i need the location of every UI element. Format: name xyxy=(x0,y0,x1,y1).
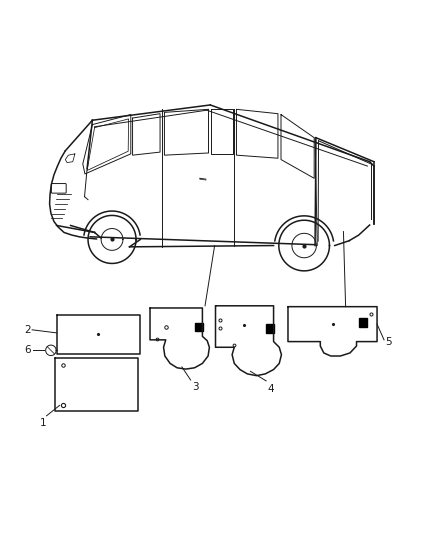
Polygon shape xyxy=(266,324,274,333)
Text: 2: 2 xyxy=(25,325,31,335)
Polygon shape xyxy=(195,323,203,330)
Text: 6: 6 xyxy=(25,345,31,356)
Polygon shape xyxy=(359,318,367,327)
Text: 3: 3 xyxy=(192,382,198,392)
Text: 5: 5 xyxy=(385,337,392,346)
Text: 1: 1 xyxy=(40,418,47,429)
Text: 4: 4 xyxy=(268,384,275,393)
